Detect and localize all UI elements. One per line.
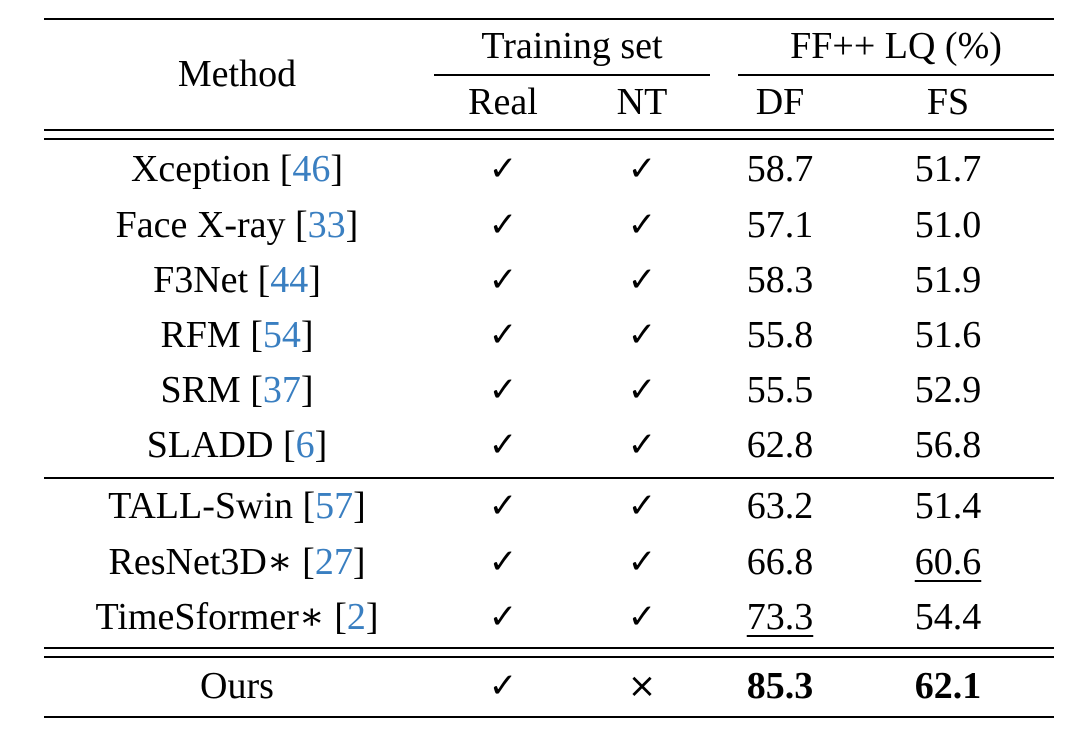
nt-mark: ✓: [627, 149, 657, 189]
nt-mark: ✓: [627, 205, 657, 245]
method-cell: TALL-Swin [57]: [108, 485, 366, 527]
method-name: TALL-Swin: [108, 485, 294, 527]
method-name: F3Net: [153, 259, 249, 301]
nt-mark: ✓: [627, 370, 657, 410]
training-set-rule: [434, 74, 710, 76]
df-value: 66.8: [746, 541, 814, 583]
nt-mark: ✓: [627, 542, 657, 582]
df-value: 55.5: [746, 369, 814, 411]
fs-value: 52.9: [914, 369, 982, 411]
header-nt: NT: [616, 81, 668, 123]
method-cell: RFM [54]: [160, 314, 314, 356]
method-name: RFM: [160, 314, 241, 356]
df-value: 63.2: [746, 485, 814, 527]
ffpp-rule: [738, 74, 1054, 76]
header-double-rule-1: [44, 129, 1054, 131]
citation-link[interactable]: 33: [307, 204, 346, 246]
header-fs: FS: [926, 81, 970, 123]
citation-link[interactable]: 27: [314, 541, 353, 583]
nt-mark: ✓: [627, 260, 657, 300]
method-name: Face X-ray: [115, 204, 286, 246]
ours-double-rule-2: [44, 656, 1054, 658]
df-value: 57.1: [746, 204, 814, 246]
fs-value: 62.1: [914, 665, 982, 707]
real-mark: ✓: [488, 149, 518, 189]
real-mark: ✓: [488, 425, 518, 465]
nt-mark: ✓: [627, 597, 657, 637]
citation-link[interactable]: 37: [262, 369, 301, 411]
nt-mark: ✓: [627, 315, 657, 355]
real-mark: ✓: [488, 597, 518, 637]
group-separator-rule: [44, 477, 1054, 479]
method-name: SLADD: [146, 424, 274, 466]
top-rule: [44, 18, 1054, 20]
real-mark: ✓: [488, 542, 518, 582]
method-name: TimeSformer∗: [95, 596, 325, 638]
header-df: DF: [755, 81, 805, 123]
header-double-rule-2: [44, 138, 1054, 140]
method-cell: Xception [46]: [130, 148, 344, 190]
method-cell: SRM [37]: [160, 369, 314, 411]
nt-mark: ✓: [627, 425, 657, 465]
nt-mark: ×: [627, 666, 657, 706]
method-cell: Face X-ray [33]: [115, 204, 359, 246]
fs-value: 54.4: [914, 596, 982, 638]
citation-link[interactable]: 2: [346, 596, 366, 638]
header-real: Real: [468, 81, 538, 123]
citation-link[interactable]: 6: [295, 424, 315, 466]
method-name: Ours: [200, 665, 274, 707]
df-value: 73.3: [746, 596, 814, 638]
bottom-rule: [44, 716, 1054, 718]
real-mark: ✓: [488, 666, 518, 706]
method-name: ResNet3D∗: [108, 541, 293, 583]
df-value: 62.8: [746, 424, 814, 466]
ours-double-rule-1: [44, 647, 1054, 649]
real-mark: ✓: [488, 370, 518, 410]
real-mark: ✓: [488, 205, 518, 245]
df-value: 58.3: [746, 259, 814, 301]
header-method: Method: [177, 53, 297, 95]
method-cell: SLADD [6]: [146, 424, 328, 466]
df-value: 85.3: [746, 665, 814, 707]
fs-value: 56.8: [914, 424, 982, 466]
df-value: 58.7: [746, 148, 814, 190]
fs-value: 51.9: [914, 259, 982, 301]
fs-value: 51.7: [914, 148, 982, 190]
df-value: 55.8: [746, 314, 814, 356]
citation-link[interactable]: 54: [262, 314, 301, 356]
header-ffpp-lq: FF++ LQ (%): [790, 25, 1002, 67]
fs-value: 60.6: [914, 541, 982, 583]
real-mark: ✓: [488, 315, 518, 355]
fs-value: 51.4: [914, 485, 982, 527]
method-cell: Ours: [200, 664, 274, 708]
fs-value: 51.6: [914, 314, 982, 356]
method-name: SRM: [160, 369, 241, 411]
method-cell: ResNet3D∗ [27]: [108, 541, 366, 583]
fs-value: 51.0: [914, 204, 982, 246]
method-name: Xception: [130, 148, 271, 190]
real-mark: ✓: [488, 260, 518, 300]
method-cell: TimeSformer∗ [2]: [95, 596, 379, 638]
method-cell: F3Net [44]: [153, 259, 321, 301]
real-mark: ✓: [488, 486, 518, 526]
citation-link[interactable]: 57: [315, 485, 354, 527]
nt-mark: ✓: [627, 486, 657, 526]
header-training-set: Training set: [481, 25, 663, 67]
citation-link[interactable]: 46: [292, 148, 331, 190]
citation-link[interactable]: 44: [270, 259, 309, 301]
